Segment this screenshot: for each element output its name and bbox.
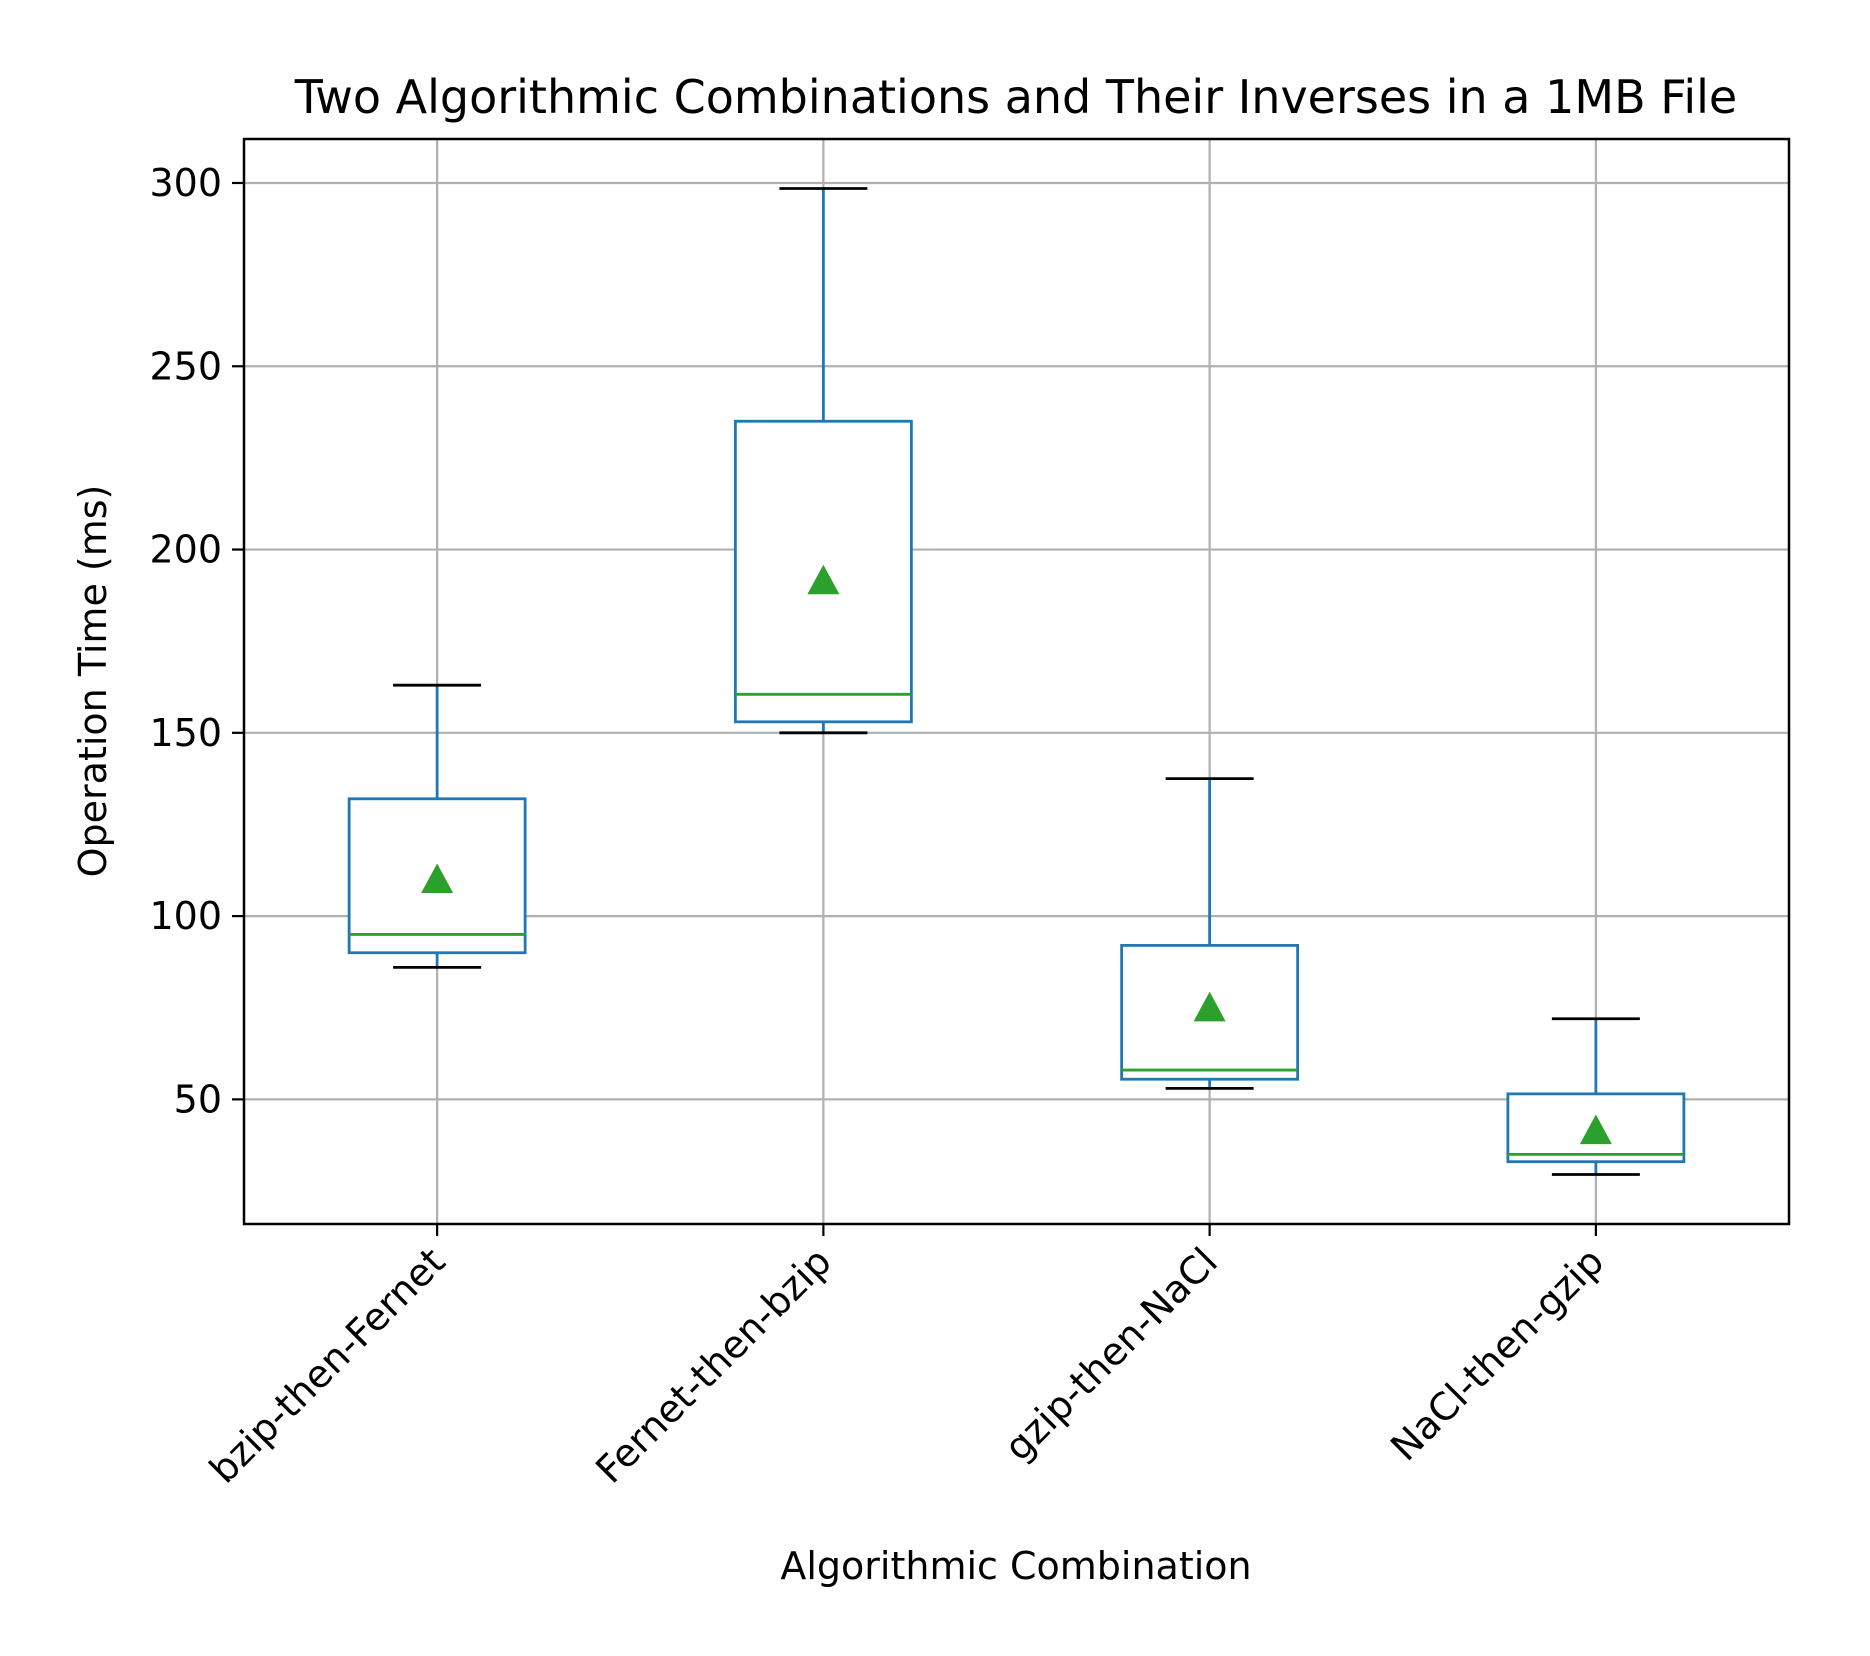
x-tick-label: bzip-then-Fernet	[201, 1239, 454, 1492]
mean-marker	[807, 564, 840, 595]
box-group	[1506, 1017, 1686, 1176]
box-group	[1120, 777, 1300, 1090]
mean-marker	[1579, 1114, 1612, 1145]
x-tick-label: Fernet-then-bzip	[587, 1239, 840, 1492]
box-group	[733, 187, 913, 735]
y-tick-label: 150	[149, 711, 222, 755]
x-tick-label: NaCl-then-gzip	[1382, 1239, 1612, 1469]
x-axis-label: Algorithmic Combination	[780, 1544, 1251, 1588]
plot-frame	[242, 137, 1791, 1226]
y-axis-label: Operation Time (ms)	[71, 485, 115, 878]
x-tick-label: gzip-then-NaCl	[996, 1239, 1226, 1469]
box-group	[347, 683, 527, 969]
y-tick-label: 250	[149, 344, 222, 388]
y-tick-label: 200	[149, 528, 222, 572]
mean-marker	[421, 863, 454, 894]
chart-title: Two Algorithmic Combinations and Their I…	[294, 70, 1737, 124]
grid-layer	[244, 139, 1789, 1224]
box-layer	[347, 187, 1686, 1176]
y-tick-label: 100	[149, 894, 222, 938]
y-tick-label: 300	[149, 161, 222, 205]
mean-marker	[1193, 991, 1226, 1022]
y-tick-label: 50	[174, 1077, 222, 1121]
